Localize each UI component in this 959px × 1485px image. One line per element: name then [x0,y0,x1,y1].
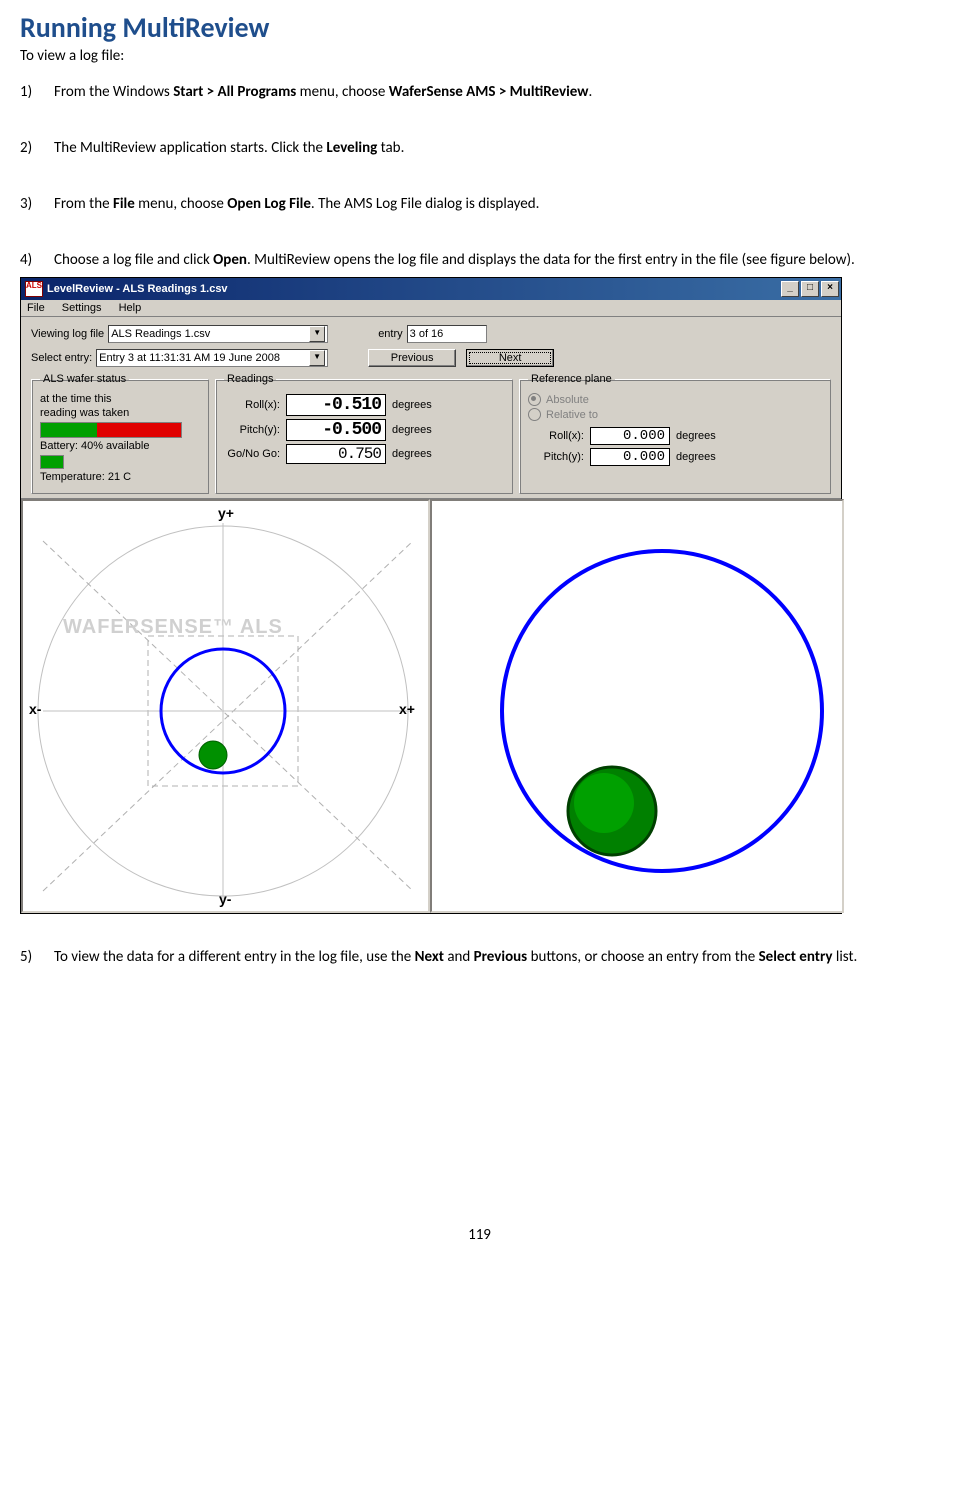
maximize-button[interactable]: □ [801,281,819,297]
titlebar[interactable]: ALS LevelReview - ALS Readings 1.csv _ □… [21,278,841,300]
reference-group: Reference plane Absolute Relative to Rol… [519,373,831,494]
als-status-group: ALS wafer status at the time this readin… [31,373,209,494]
window-title: LevelReview - ALS Readings 1.csv [47,283,779,295]
battery-red [97,423,181,437]
chevron-down-icon[interactable]: ▼ [309,326,325,342]
app-window: ALS LevelReview - ALS Readings 1.csv _ □… [20,277,842,914]
step-text: From the Windows Start > All Programs me… [54,83,939,101]
entry-label: entry [378,328,402,340]
pitch-value: -0.500 [286,419,386,441]
temp-text: Temperature: 21 C [40,471,200,483]
temp-bar [40,455,64,469]
roll-value: -0.510 [286,394,386,416]
als-note: at the time this [40,393,200,405]
battery-text: Battery: 40% available [40,440,200,452]
right-svg [432,501,842,911]
step-num: 2) [20,139,54,157]
left-visualization: y+ y- x- x+ WAFERSENSE™ ALS [21,499,430,913]
als-legend: ALS wafer status [40,373,129,385]
menu-file[interactable]: File [27,302,45,314]
ref-legend: Reference plane [528,373,615,385]
readings-group: Readings Roll(x): -0.510 degrees Pitch(y… [215,373,513,494]
battery-green [41,423,97,437]
x-minus-label: x- [29,701,41,717]
steps-list-2: 5) To view the data for a different entr… [20,948,939,966]
step-text: To view the data for a different entry i… [54,948,939,966]
minimize-button[interactable]: _ [781,281,799,297]
select-entry-value: Entry 3 at 11:31:31 AM 19 June 2008 [99,352,280,364]
readings-legend: Readings [224,373,276,385]
intro-text: To view a log file: [20,47,939,65]
close-button[interactable]: × [821,281,839,297]
roll-label: Roll(x): [224,399,280,411]
unit: degrees [676,451,716,463]
gng-label: Go/No Go: [224,448,280,460]
battery-bar [40,422,182,438]
page-title: Running MultiReview [20,10,939,45]
steps-list: 1) From the Windows Start > All Programs… [20,83,939,269]
step-2: 2) The MultiReview application starts. C… [20,139,939,157]
pitch-label: Pitch(y): [224,424,280,436]
right-visualization [430,499,844,913]
ref-roll-label: Roll(x): [528,430,584,442]
menu-settings[interactable]: Settings [62,302,102,314]
step-text: From the File menu, choose Open Log File… [54,195,939,213]
entry-field: 3 of 16 [407,325,487,343]
menubar: File Settings Help [21,300,841,317]
unit: degrees [676,430,716,442]
y-plus-label: y+ [218,505,234,521]
step-num: 1) [20,83,54,101]
radio-icon [528,408,541,421]
left-svg [23,501,428,911]
radio-absolute: Absolute [528,393,822,406]
als-note: reading was taken [40,407,200,419]
ref-pitch-label: Pitch(y): [528,451,584,463]
logfile-combo[interactable]: ALS Readings 1.csv ▼ [108,325,328,343]
toolbar: Viewing log file ALS Readings 1.csv ▼ en… [21,317,841,498]
ref-roll-value: 0.000 [590,427,670,445]
menu-help[interactable]: Help [119,302,142,314]
page-number: 119 [20,1226,939,1244]
step-num: 5) [20,948,54,966]
unit: degrees [392,424,432,436]
step-num: 3) [20,195,54,213]
viewing-label: Viewing log file [31,328,104,340]
step-4: 4) Choose a log file and click Open. Mul… [20,251,939,269]
watermark: WAFERSENSE™ ALS [63,616,283,639]
unit: degrees [392,399,432,411]
select-entry-combo[interactable]: Entry 3 at 11:31:31 AM 19 June 2008 ▼ [96,349,328,367]
step-text: The MultiReview application starts. Clic… [54,139,939,157]
y-minus-label: y- [219,891,231,907]
step-1: 1) From the Windows Start > All Programs… [20,83,939,101]
logfile-value: ALS Readings 1.csv [111,328,210,340]
step-num: 4) [20,251,54,269]
x-plus-label: x+ [399,701,415,717]
unit: degrees [392,448,432,460]
next-button[interactable]: Next [466,349,554,367]
app-icon: ALS [25,281,43,297]
radio-icon [528,393,541,406]
ref-pitch-value: 0.000 [590,448,670,466]
gng-value: 0.750 [286,444,386,464]
radio-relative: Relative to [528,408,822,421]
chevron-down-icon[interactable]: ▼ [309,350,325,366]
step-5: 5) To view the data for a different entr… [20,948,939,966]
step-text: Choose a log file and click Open. MultiR… [54,251,939,269]
select-label: Select entry: [31,352,92,364]
visualization-area: y+ y- x- x+ WAFERSENSE™ ALS [21,498,841,913]
previous-button[interactable]: Previous [368,349,456,367]
step-3: 3) From the File menu, choose Open Log F… [20,195,939,213]
